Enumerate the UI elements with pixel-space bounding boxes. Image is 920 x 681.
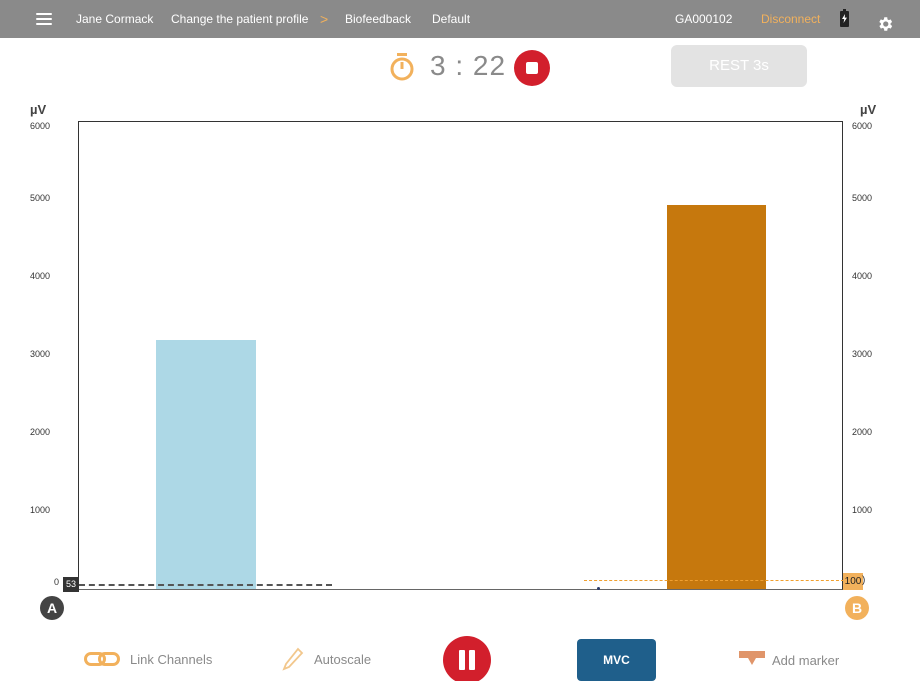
channel-a-threshold-line[interactable] — [79, 584, 332, 586]
y-axis-unit-left: µV — [30, 102, 47, 117]
top-bar: Jane Cormack Change the patient profile … — [0, 0, 920, 38]
chevron-right-icon: > — [320, 11, 329, 27]
marker-icon[interactable] — [739, 651, 765, 667]
channel-a-badge[interactable]: A — [40, 596, 64, 620]
preset-name[interactable]: Default — [432, 12, 471, 26]
channel-b-bar — [667, 204, 766, 589]
y-tick-left: 6000 — [30, 121, 51, 131]
channel-b-threshold-line[interactable] — [584, 580, 844, 581]
baseline-dot — [597, 587, 600, 590]
y-tick-right: 2000 — [852, 427, 873, 437]
stopwatch-icon — [389, 52, 415, 82]
channel-b-threshold-tag[interactable]: 100 — [843, 573, 863, 590]
add-marker-button[interactable]: Add marker — [772, 653, 840, 668]
y-tick-left: 5000 — [30, 193, 51, 203]
y-axis-unit-right: µV — [860, 102, 877, 117]
patient-name[interactable]: Jane Cormack — [76, 12, 154, 26]
y-tick-left: 4000 — [30, 271, 51, 281]
link-channels-button[interactable]: Link Channels — [130, 652, 213, 667]
pause-button[interactable] — [443, 636, 491, 681]
y-tick-left: 2000 — [30, 427, 51, 437]
emg-bar-chart — [78, 121, 844, 590]
y-tick-left: 0 — [54, 577, 60, 587]
mvc-button[interactable]: MVC — [577, 639, 656, 681]
menu-icon[interactable] — [36, 13, 52, 25]
channel-b-badge[interactable]: B — [845, 596, 869, 620]
y-tick-right: 4000 — [852, 271, 873, 281]
autoscale-icon[interactable] — [282, 647, 304, 671]
y-tick-right: 5000 — [852, 193, 873, 203]
battery-charging-icon — [840, 9, 849, 27]
y-tick-right: 1000 — [852, 505, 873, 515]
session-timer: 3 : 22 — [430, 50, 507, 81]
stop-button[interactable] — [514, 50, 550, 86]
channel-a-threshold-tag[interactable]: 53 — [63, 577, 79, 592]
gear-icon[interactable] — [876, 10, 894, 31]
channel-a-bar — [156, 340, 256, 589]
y-tick-right: 6000 — [852, 121, 873, 131]
device-id: GA000102 — [675, 12, 733, 26]
autoscale-button[interactable]: Autoscale — [314, 652, 372, 667]
rest-button[interactable]: REST 3s — [671, 45, 807, 87]
y-tick-left: 1000 — [30, 505, 51, 515]
disconnect-button[interactable]: Disconnect — [761, 12, 821, 26]
y-tick-left: 3000 — [30, 349, 51, 359]
change-profile-link[interactable]: Change the patient profile — [171, 12, 309, 26]
section-title: Biofeedback — [345, 12, 412, 26]
link-icon[interactable] — [84, 652, 120, 666]
y-tick-right: 3000 — [852, 349, 873, 359]
channel-b-threshold-paren: ) — [862, 575, 866, 586]
